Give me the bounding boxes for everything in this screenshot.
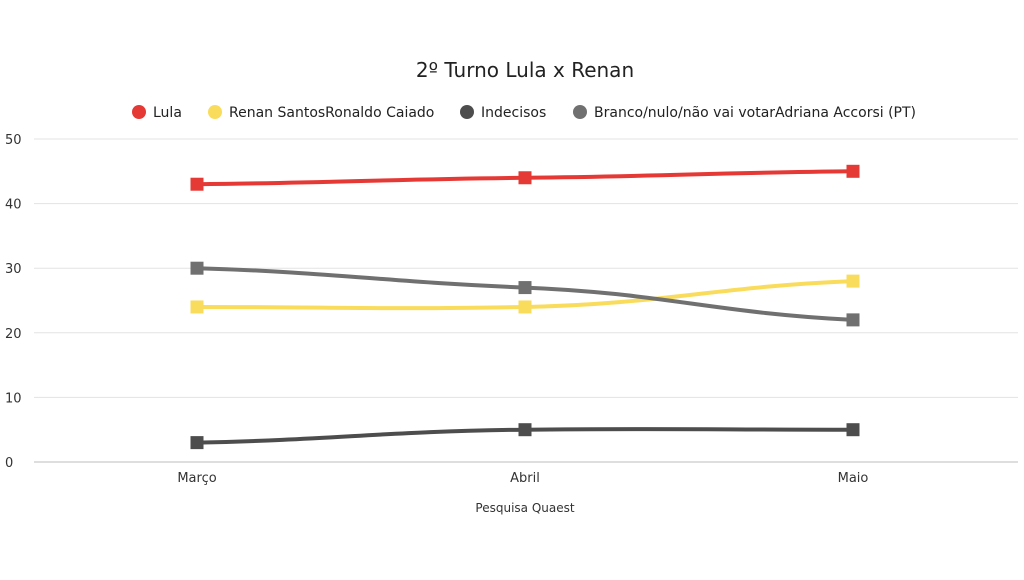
legend-item[interactable]: Indecisos (460, 105, 546, 121)
legend-label: Branco/nulo/não vai votarAdriana Accorsi… (594, 105, 916, 121)
data-point[interactable] (846, 164, 860, 178)
data-point[interactable] (190, 300, 204, 314)
series-3 (190, 261, 860, 327)
x-tick-label: Abril (510, 471, 540, 486)
chart-title: 2º Turno Lula x Renan (416, 58, 634, 82)
series-2 (190, 423, 860, 450)
legend-label: Renan SantosRonaldo Caiado (229, 105, 434, 121)
data-point[interactable] (190, 261, 204, 275)
data-point[interactable] (846, 274, 860, 288)
y-tick-label: 50 (5, 133, 22, 148)
y-tick-label: 40 (5, 198, 22, 213)
data-point[interactable] (518, 423, 532, 437)
legend-label: Lula (153, 105, 182, 121)
data-point[interactable] (518, 281, 532, 295)
data-point[interactable] (190, 177, 204, 191)
series-1 (190, 274, 860, 314)
legend-item[interactable]: Branco/nulo/não vai votarAdriana Accorsi… (573, 105, 916, 121)
data-point[interactable] (518, 171, 532, 185)
y-axis-ticks: 0 10 20 30 40 50 (5, 133, 22, 471)
legend-label: Indecisos (481, 105, 546, 121)
x-axis-label: Pesquisa Quaest (475, 501, 574, 515)
data-point[interactable] (846, 313, 860, 327)
legend-item[interactable]: Renan SantosRonaldo Caiado (208, 105, 434, 121)
series-layer (190, 164, 860, 450)
series-0 (190, 164, 860, 191)
data-point[interactable] (190, 436, 204, 450)
x-tick-label: Maio (838, 471, 869, 486)
legend-item[interactable]: Lula (132, 105, 182, 121)
legend: Lula Renan SantosRonaldo Caiado Indecisos B… (132, 105, 916, 121)
x-axis-ticks: Março Abril Maio (177, 471, 868, 486)
y-tick-label: 30 (5, 262, 22, 277)
x-tick-label: Março (177, 471, 216, 486)
legend-swatch (132, 105, 146, 119)
y-tick-label: 0 (5, 456, 13, 471)
legend-swatch (460, 105, 474, 119)
y-tick-label: 10 (5, 391, 22, 406)
data-point[interactable] (846, 423, 860, 437)
legend-swatch (573, 105, 587, 119)
y-tick-label: 20 (5, 327, 22, 342)
legend-swatch (208, 105, 222, 119)
data-point[interactable] (518, 300, 532, 314)
